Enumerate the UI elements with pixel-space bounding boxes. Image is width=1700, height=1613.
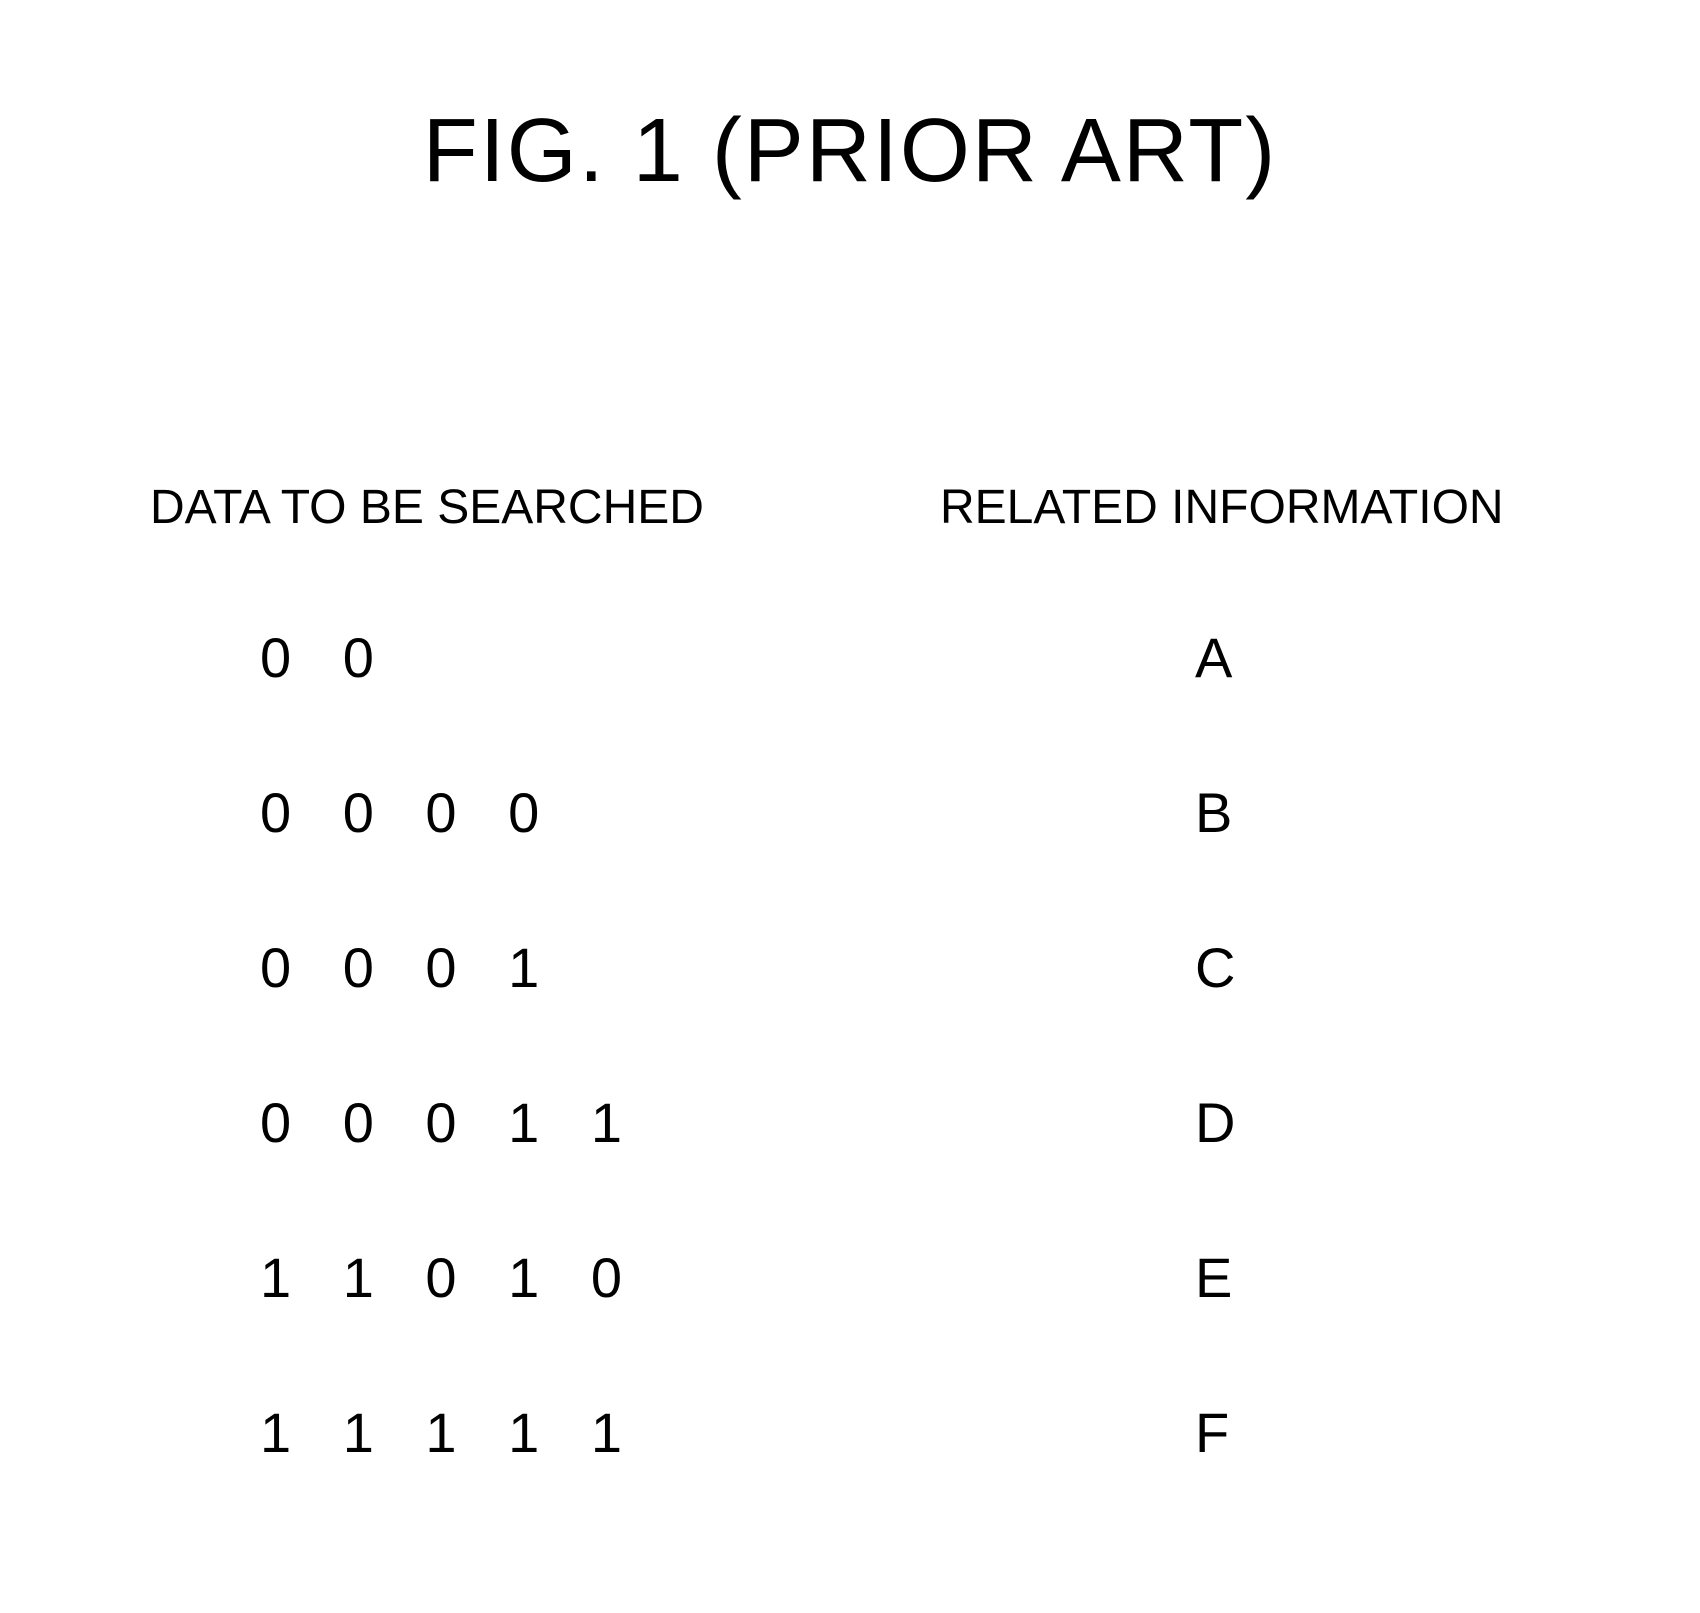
table-cell-info: D xyxy=(1195,1090,1235,1155)
table-cell-data: 1 1 1 1 1 xyxy=(260,1400,640,1465)
table-cell-data: 0 0 xyxy=(260,625,392,690)
table-cell-info: C xyxy=(1195,935,1235,1000)
table-cell-data: 0 0 0 1 1 xyxy=(260,1090,640,1155)
table-cell-data: 1 1 0 1 0 xyxy=(260,1245,640,1310)
table-cell-info: E xyxy=(1195,1245,1232,1310)
table-cell-info: F xyxy=(1195,1400,1229,1465)
figure-title: FIG. 1 (PRIOR ART) xyxy=(0,100,1700,203)
column-header-data: DATA TO BE SEARCHED xyxy=(150,480,704,535)
column-header-info: RELATED INFORMATION xyxy=(940,480,1504,535)
table-cell-data: 0 0 0 1 xyxy=(260,935,557,1000)
table-cell-info: B xyxy=(1195,780,1232,845)
table-cell-info: A xyxy=(1195,625,1232,690)
table-cell-data: 0 0 0 0 xyxy=(260,780,557,845)
